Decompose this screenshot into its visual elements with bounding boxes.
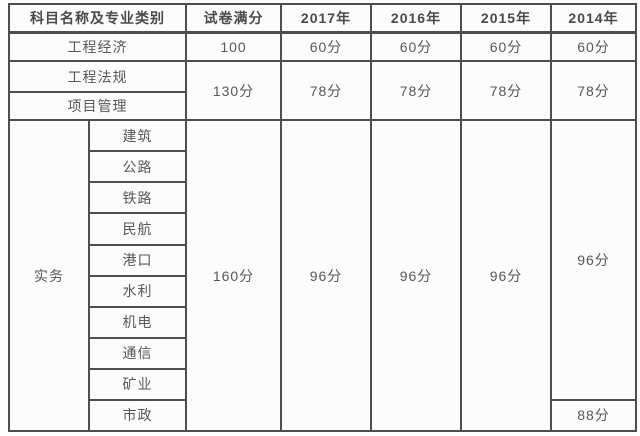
cell-economy-full-score: 100 (185, 31, 282, 63)
row-practice-construction: 实务 建筑 160分 96分 96分 96分 96分 (8, 119, 637, 432)
cell-economy-score-2016: 60分 (370, 31, 462, 63)
cell-economy-label: 工程经济 (8, 31, 187, 63)
row-practice-communication: 通信 (9, 336, 636, 370)
cell-sub-mining: 矿业 (88, 367, 187, 401)
table-header-row: 科目名称及专业类别 试卷满分 2017年 2016年 2015年 2014年 (8, 2, 637, 34)
cell-economy-score-2017: 60分 (280, 31, 372, 63)
exam-score-table: 科目名称及专业类别 试卷满分 2017年 2016年 2015年 2014年 工… (8, 2, 637, 433)
cell-practice-score-2016: 96分 (370, 119, 462, 432)
cell-law-mgmt-score-2016: 78分 (370, 60, 462, 122)
cell-sub-civil-aviation: 民航 (88, 212, 187, 246)
header-subject-category: 科目名称及专业类别 (8, 2, 187, 34)
cell-sub-municipal: 市政 (88, 398, 187, 433)
cell-sub-railway: 铁路 (88, 181, 187, 215)
cell-sub-construction: 建筑 (88, 119, 187, 153)
cell-practice-score-2017: 96分 (280, 119, 372, 432)
row-practice-railway: 铁路 (9, 181, 636, 215)
cell-sub-mechanical-electrical: 机电 (88, 305, 187, 339)
cell-mgmt-label: 项目管理 (8, 91, 187, 122)
header-full-score: 试卷满分 (185, 2, 282, 34)
cell-law-mgmt-full-score: 130分 (185, 60, 282, 122)
row-practice-mechanical-electrical: 机电 (9, 305, 636, 339)
row-practice-water-conservancy: 水利 (9, 274, 636, 308)
row-practice-mining: 矿业 (9, 367, 636, 401)
cell-practice-score-2014-municipal: 88分 (550, 398, 637, 433)
row-practice-highway: 公路 (9, 150, 636, 184)
header-year-2015: 2015年 (460, 2, 552, 34)
row-engineering-law: 工程法规 130分 78分 78分 78分 78分 (8, 60, 637, 122)
cell-sub-port: 港口 (88, 243, 187, 277)
cell-practice-full-score: 160分 (185, 119, 282, 432)
row-practice-municipal: 市政 88分 (9, 398, 637, 433)
row-practice-civil-aviation: 民航 (9, 212, 636, 246)
cell-practice-score-2014-main: 96分 (550, 119, 637, 401)
cell-sub-communication: 通信 (88, 336, 187, 370)
row-engineering-economy: 工程经济 100 60分 60分 60分 60分 (8, 31, 637, 63)
cell-law-mgmt-score-2014: 78分 (550, 60, 637, 122)
row-project-management: 项目管理 (8, 91, 636, 122)
cell-sub-water-conservancy: 水利 (88, 274, 187, 308)
header-year-2017: 2017年 (280, 2, 372, 34)
cell-economy-score-2014: 60分 (550, 31, 637, 63)
cell-sub-highway: 公路 (88, 150, 187, 184)
cell-law-mgmt-score-2015: 78分 (460, 60, 552, 122)
header-year-2014: 2014年 (550, 2, 637, 34)
cell-practice-score-2015: 96分 (460, 119, 552, 432)
cell-practice-label: 实务 (8, 119, 90, 432)
cell-law-mgmt-score-2017: 78分 (280, 60, 372, 122)
cell-economy-score-2015: 60分 (460, 31, 552, 63)
cell-law-label: 工程法规 (8, 60, 187, 94)
header-year-2016: 2016年 (370, 2, 462, 34)
row-practice-port: 港口 (9, 243, 636, 277)
